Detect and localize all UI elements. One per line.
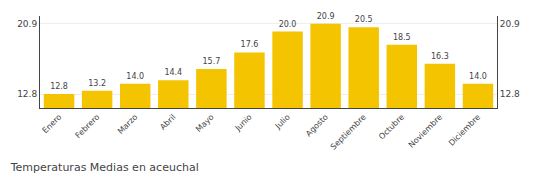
svg-text:Marzo: Marzo — [116, 112, 140, 136]
svg-text:14.4: 14.4 — [164, 68, 182, 77]
svg-text:12.8: 12.8 — [500, 89, 520, 99]
svg-text:12.8: 12.8 — [17, 89, 37, 99]
svg-text:20.9: 20.9 — [500, 19, 520, 29]
svg-text:Agosto: Agosto — [304, 112, 330, 138]
svg-text:20.0: 20.0 — [279, 20, 297, 29]
svg-text:16.3: 16.3 — [431, 52, 449, 61]
svg-text:Temperaturas Medias en aceucha: Temperaturas Medias en aceuchal — [10, 161, 199, 174]
svg-text:Febrero: Febrero — [74, 112, 102, 140]
svg-text:Septiembre: Septiembre — [329, 112, 368, 151]
svg-text:15.7: 15.7 — [202, 57, 220, 66]
svg-text:Enero: Enero — [41, 112, 64, 135]
svg-text:Junio: Junio — [233, 112, 254, 133]
svg-text:20.9: 20.9 — [317, 12, 335, 21]
svg-text:17.6: 17.6 — [241, 40, 259, 49]
svg-text:20.9: 20.9 — [17, 19, 37, 29]
svg-text:18.5: 18.5 — [393, 33, 411, 42]
svg-text:20.5: 20.5 — [355, 15, 373, 24]
svg-text:Octubre: Octubre — [377, 112, 406, 141]
svg-text:13.2: 13.2 — [88, 79, 106, 88]
svg-text:Noviembre: Noviembre — [407, 112, 444, 149]
svg-text:12.8: 12.8 — [50, 82, 68, 91]
svg-text:14.0: 14.0 — [126, 72, 144, 81]
svg-text:Mayo: Mayo — [194, 112, 216, 134]
svg-text:Diciembre: Diciembre — [447, 112, 482, 147]
svg-text:Julio: Julio — [273, 112, 292, 131]
svg-text:14.0: 14.0 — [469, 72, 487, 81]
svg-text:Abril: Abril — [158, 112, 177, 131]
